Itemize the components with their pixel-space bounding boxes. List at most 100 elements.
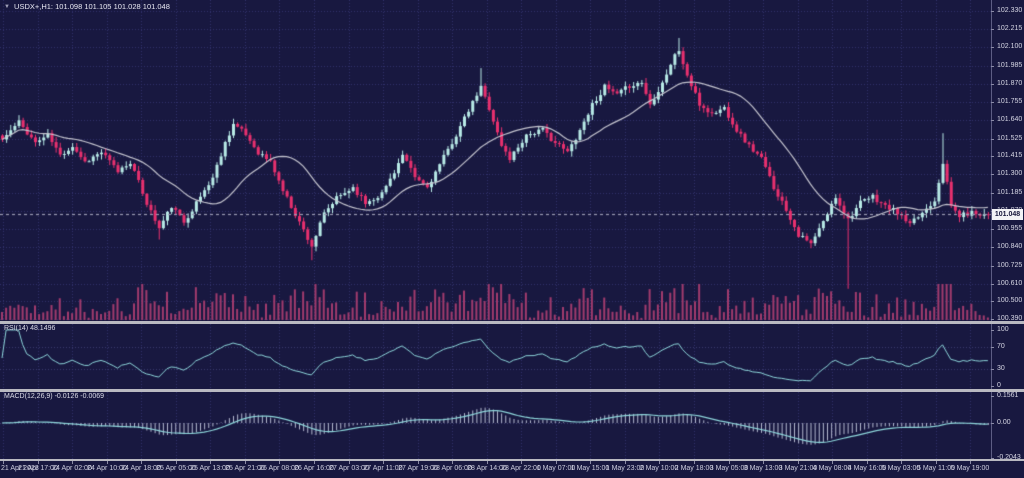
price-axis-label: 100.610 — [997, 280, 1023, 287]
rsi-panel-canvas[interactable] — [0, 324, 991, 389]
price-axis-label: 101.415 — [997, 152, 1023, 159]
time-axis-label: 5 May 03:00 — [881, 465, 921, 472]
time-axis-tick — [107, 461, 108, 464]
time-axis-tick — [867, 461, 868, 464]
macd-indicator-label: MACD(12,26,9) -0.0126 -0.0069 — [4, 393, 104, 400]
price-axis-label-tick — [991, 156, 994, 157]
time-axis-tick — [625, 461, 626, 464]
price-axis-label-tick — [991, 319, 994, 320]
panel-separator-time-axis[interactable] — [0, 459, 1024, 461]
price-axis-label-tick — [991, 247, 994, 248]
rsi-axis-label-tick — [991, 330, 994, 331]
time-axis-label: 28 Apr 06:00 — [432, 465, 472, 472]
current-price-tag: 101.048 — [992, 209, 1023, 220]
price-axis-label-tick — [991, 102, 994, 103]
price-axis-label-tick — [991, 193, 994, 194]
time-axis-label: 24 Apr 18:00 — [121, 465, 161, 472]
time-axis-label: 3 May 13:00 — [743, 465, 783, 472]
macd-values: -0.0126 -0.0069 — [54, 393, 105, 400]
price-axis-label: 100.390 — [997, 315, 1023, 322]
time-axis-label: 25 Apr 13:00 — [190, 465, 230, 472]
time-axis-label: 28 Apr 14:00 — [467, 465, 507, 472]
time-axis-label: 26 Apr 08:00 — [259, 465, 299, 472]
time-axis-tick — [556, 461, 557, 464]
ohlc-open-value: 101.098 — [55, 2, 83, 11]
time-axis-tick — [659, 461, 660, 464]
time-axis-tick — [590, 461, 591, 464]
price-axis-label: 101.870 — [997, 80, 1023, 87]
time-axis-tick — [245, 461, 246, 464]
price-axis-label-tick — [991, 174, 994, 175]
macd-axis-label-tick — [991, 423, 994, 424]
time-axis-label: 5 May 19:00 — [950, 465, 990, 472]
price-axis-label: 100.840 — [997, 243, 1023, 250]
ohlc-low-value: 101.028 — [113, 2, 141, 11]
time-axis-tick — [3, 461, 4, 464]
time-axis-label: 27 Apr 03:00 — [329, 465, 369, 472]
time-axis-tick — [141, 461, 142, 464]
time-axis-label: 24 Apr 10:00 — [87, 465, 127, 472]
price-axis-label: 101.525 — [997, 135, 1023, 142]
time-axis-label: 27 Apr 11:00 — [363, 465, 403, 472]
time-axis-tick — [763, 461, 764, 464]
rsi-axis-label-tick — [991, 347, 994, 348]
price-axis-label-tick — [991, 266, 994, 267]
price-axis-label: 101.185 — [997, 189, 1023, 196]
price-chart-canvas[interactable] — [0, 0, 991, 321]
ohlc-close-value: 101.048 — [142, 2, 170, 11]
price-axis-label-tick — [991, 66, 994, 67]
time-axis[interactable]: 21 Apr 2023 21 Apr 17:00 24 Apr 02:00 24 Ap… — [0, 461, 1024, 478]
time-axis-tick — [832, 461, 833, 464]
time-axis-label: 1 May 07:00 — [536, 465, 576, 472]
panel-separator-rsi-macd[interactable] — [0, 389, 1024, 392]
price-axis-label-tick — [991, 84, 994, 85]
price-axis-border — [991, 0, 992, 461]
time-axis-label: 4 May 08:00 — [812, 465, 852, 472]
price-axis-label: 101.300 — [997, 170, 1023, 177]
rsi-axis[interactable]: 100 70 30 0 — [991, 324, 1024, 389]
time-axis-tick — [279, 461, 280, 464]
price-axis-label-tick — [991, 11, 994, 12]
time-axis-tick — [349, 461, 350, 464]
price-axis-label: 100.725 — [997, 262, 1023, 269]
time-axis-tick — [418, 461, 419, 464]
macd-axis[interactable]: 0.1561 0.00 -0.2043 — [991, 392, 1024, 461]
time-axis-tick — [694, 461, 695, 464]
time-axis-tick — [798, 461, 799, 464]
time-axis-label: 25 Apr 05:00 — [156, 465, 196, 472]
rsi-axis-label: 30 — [997, 365, 1005, 372]
time-axis-tick — [72, 461, 73, 464]
rsi-axis-label: 0 — [997, 382, 1001, 389]
rsi-axis-label-tick — [991, 369, 994, 370]
chart-symbol-period: USDX+,H1: — [14, 2, 54, 11]
price-axis-label: 101.755 — [997, 98, 1023, 105]
time-axis-label: 27 Apr 19:00 — [398, 465, 438, 472]
price-axis-label: 102.330 — [997, 7, 1023, 14]
time-axis-tick — [487, 461, 488, 464]
price-axis-label-tick — [991, 47, 994, 48]
ohlc-high-value: 101.105 — [84, 2, 112, 11]
time-axis-label: 2 May 18:00 — [674, 465, 714, 472]
time-axis-tick — [176, 461, 177, 464]
time-axis-label: 1 May 23:00 — [605, 465, 645, 472]
macd-panel-canvas[interactable] — [0, 392, 991, 459]
price-axis-label: 100.955 — [997, 225, 1023, 232]
time-axis-tick — [901, 461, 902, 464]
time-axis-label: 3 May 05:00 — [709, 465, 749, 472]
macd-axis-label: 0.00 — [997, 419, 1011, 426]
price-axis-label-tick — [991, 284, 994, 285]
time-axis-tick — [970, 461, 971, 464]
rsi-name: RSI(14) — [4, 325, 29, 332]
macd-axis-label: 0.1561 — [997, 392, 1019, 399]
symbol-dropdown-icon[interactable]: ▼ — [4, 4, 10, 10]
price-axis-label-tick — [991, 139, 994, 140]
time-axis-label: 21 Apr 17:00 — [18, 465, 58, 472]
price-axis-label-tick — [991, 29, 994, 30]
panel-separator-main-rsi[interactable] — [0, 321, 1024, 324]
price-axis-label: 102.100 — [997, 43, 1023, 50]
time-axis-label: 2 May 10:00 — [639, 465, 679, 472]
time-axis-label: 24 Apr 02:00 — [52, 465, 92, 472]
rsi-indicator-label: RSI(14) 48.1496 — [4, 325, 55, 332]
time-axis-tick — [936, 461, 937, 464]
price-axis[interactable]: 102.330 102.215 102.100 101.985 101.870 101.7… — [991, 0, 1024, 322]
